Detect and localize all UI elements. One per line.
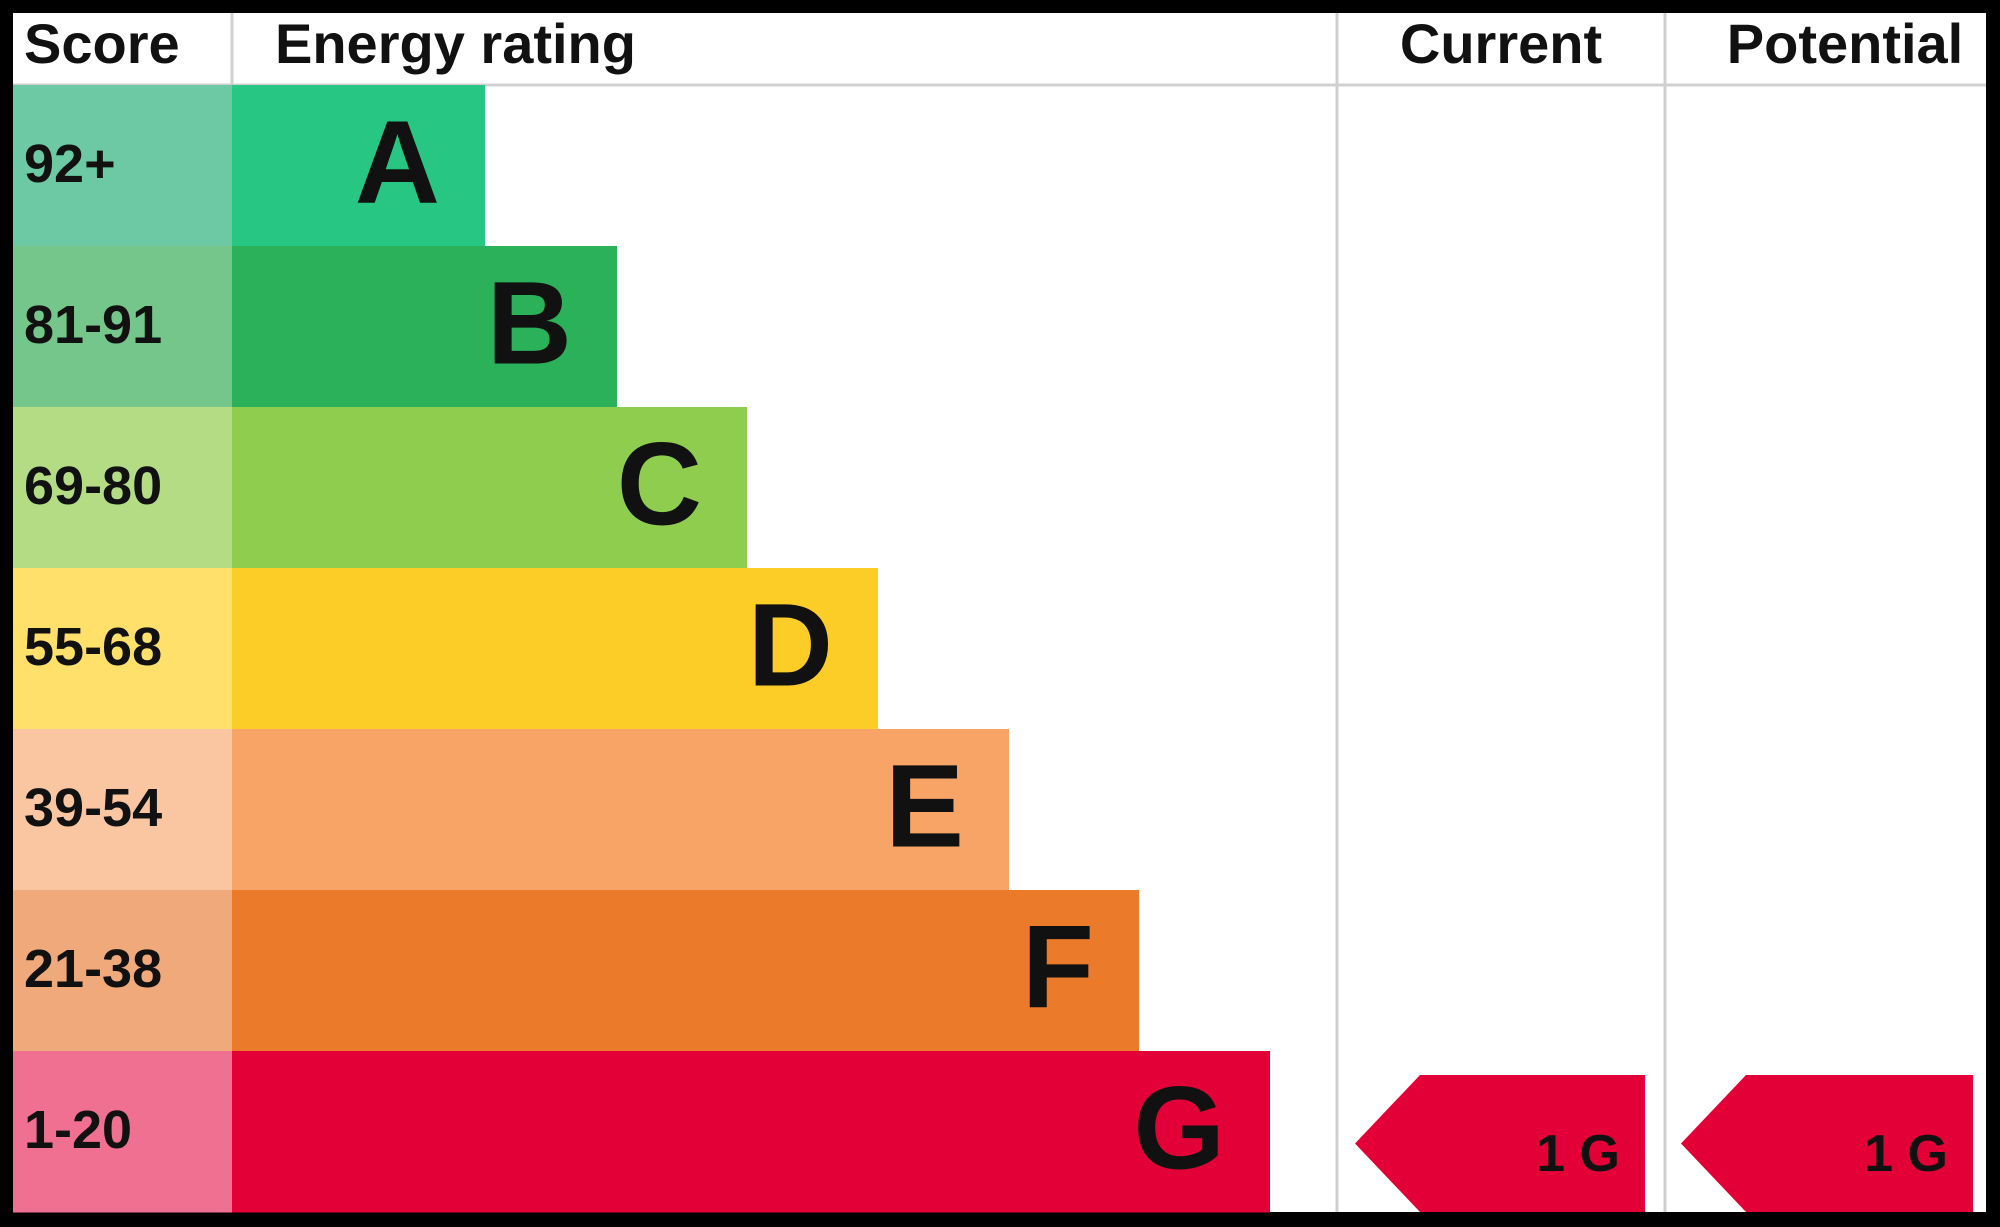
band-bar [232,568,878,730]
potential-label: 1 G [1864,1125,1948,1183]
score-label: 69-80 [24,456,162,516]
band-letter: B [487,258,572,390]
current-arrow [1355,1075,1645,1212]
header-rating: Energy rating [275,12,636,75]
score-label: 21-38 [24,939,162,999]
band-letter: D [748,580,833,712]
header-potential: Potential [1727,12,1963,75]
score-cell [13,85,232,247]
score-cell [13,1051,232,1213]
header-score: Score [24,12,180,75]
score-label: 55-68 [24,617,162,677]
score-label: 92+ [24,134,116,194]
band-bar [232,890,1139,1052]
band-bar [232,729,1009,891]
band-bar [232,246,617,408]
score-cell [13,246,232,408]
band-bar [232,1051,1270,1213]
band-letter: E [885,741,964,873]
band-letter: A [355,97,440,229]
band-bar [232,407,747,569]
score-label: 1-20 [24,1100,132,1160]
score-label: 39-54 [24,778,162,838]
band-letter: F [1022,902,1094,1034]
potential-arrow [1681,1075,1973,1212]
header-current: Current [1400,12,1602,75]
score-cell [13,890,232,1052]
score-cell [13,407,232,569]
band-bar [232,85,485,247]
band-letter: G [1133,1063,1225,1195]
band-letter: C [617,419,702,551]
score-label: 81-91 [24,295,162,355]
score-cell [13,729,232,891]
score-cell [13,568,232,730]
current-label: 1 G [1536,1125,1620,1183]
